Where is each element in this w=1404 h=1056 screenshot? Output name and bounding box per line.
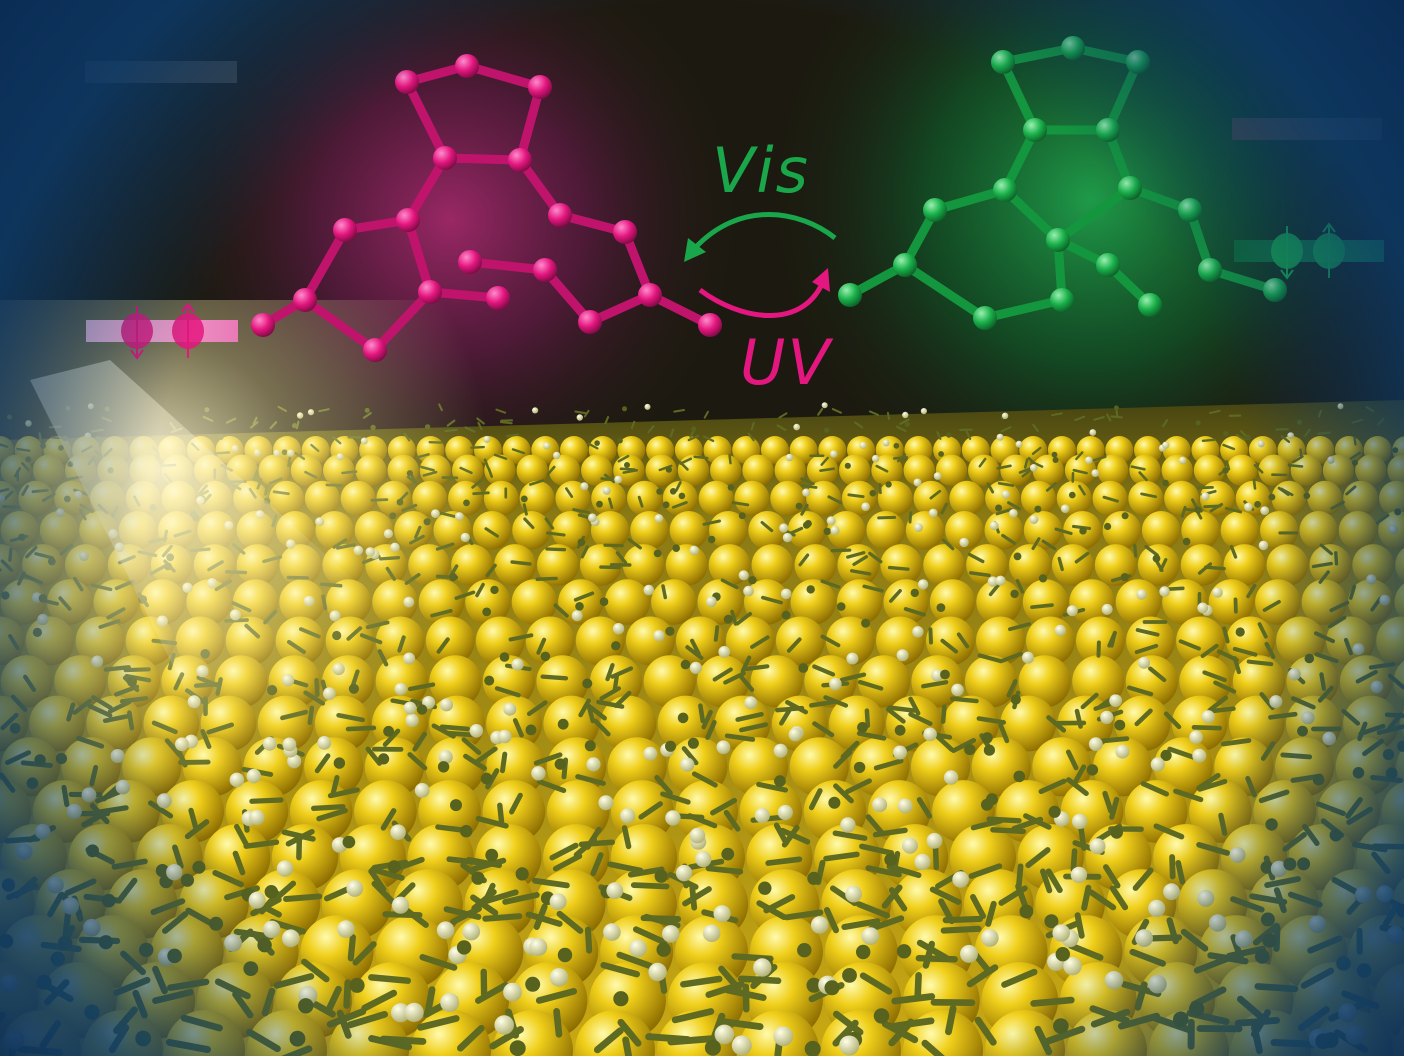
scene-canvas <box>0 0 1404 1056</box>
cover-illustration: Vis UV <box>0 0 1404 1056</box>
blue-frame <box>0 0 1404 1056</box>
